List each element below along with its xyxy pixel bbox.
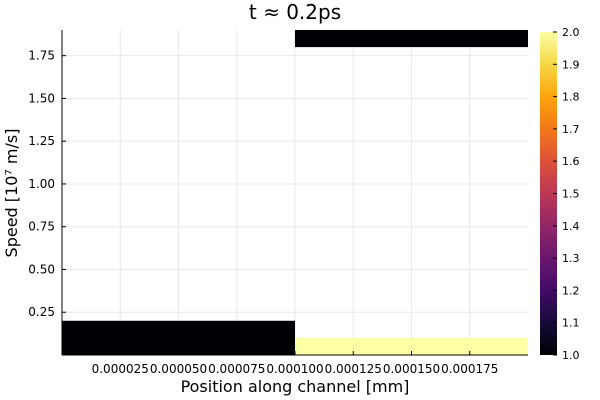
colorbar-tick-label: 1.8	[562, 91, 580, 104]
colorbar-tick-label: 1.3	[562, 252, 580, 265]
heatmap-cell	[62, 320, 295, 355]
colorbar-tick-label: 1.4	[562, 220, 580, 233]
colorbar-tick-label: 1.7	[562, 123, 580, 136]
colorbar-tick-label: 1.0	[562, 349, 580, 362]
x-tick-label: 0.000150	[383, 362, 440, 376]
y-tick-label: 0.50	[28, 262, 55, 276]
heatmap-cell	[295, 337, 528, 355]
colorbar-tick-label: 1.5	[562, 188, 580, 201]
colorbar-tick-label: 2.0	[562, 26, 580, 39]
heatmap-cells	[62, 30, 528, 355]
colorbar-tick-label: 1.9	[562, 58, 580, 71]
x-tick-label: 0.000125	[325, 362, 382, 376]
colorbar-gradient	[540, 32, 557, 355]
y-tick-label: 1.00	[28, 177, 55, 191]
x-tick-label: 0.000100	[266, 362, 323, 376]
y-axis-label: Speed [10⁷ m/s]	[2, 129, 21, 258]
y-axis-ticks: 0.25 0.50 0.75 1.00 1.25 1.50 1.75	[28, 49, 66, 319]
grid-lines	[62, 30, 528, 355]
x-tick-label: 0.000050	[150, 362, 207, 376]
x-tick-label: 0.000075	[208, 362, 265, 376]
chart-title: t ≈ 0.2ps	[249, 0, 341, 24]
colorbar-tick-label: 1.2	[562, 284, 580, 297]
colorbar-tick-label: 1.1	[562, 317, 580, 330]
x-tick-label: 0.000025	[92, 362, 149, 376]
y-tick-label: 1.50	[28, 91, 55, 105]
y-tick-label: 1.75	[28, 49, 55, 63]
y-tick-label: 0.25	[28, 305, 55, 319]
x-tick-label: 0.000175	[441, 362, 498, 376]
colorbar: 1.0 1.1 1.2 1.3 1.4 1.5 1.6 1.7 1.8 1.9 2.0	[540, 26, 580, 362]
x-axis-label: Position along channel [mm]	[181, 377, 410, 396]
x-axis-ticks: 0.000025 0.000050 0.000075 0.000100 0.000125…	[92, 351, 498, 376]
y-tick-label: 1.25	[28, 134, 55, 148]
colorbar-tick-label: 1.6	[562, 155, 580, 168]
heatmap-cell	[295, 30, 528, 48]
y-tick-label: 0.75	[28, 220, 55, 234]
colorbar-ticks: 1.0 1.1 1.2 1.3 1.4 1.5 1.6 1.7 1.8 1.9 2.0	[553, 26, 580, 362]
